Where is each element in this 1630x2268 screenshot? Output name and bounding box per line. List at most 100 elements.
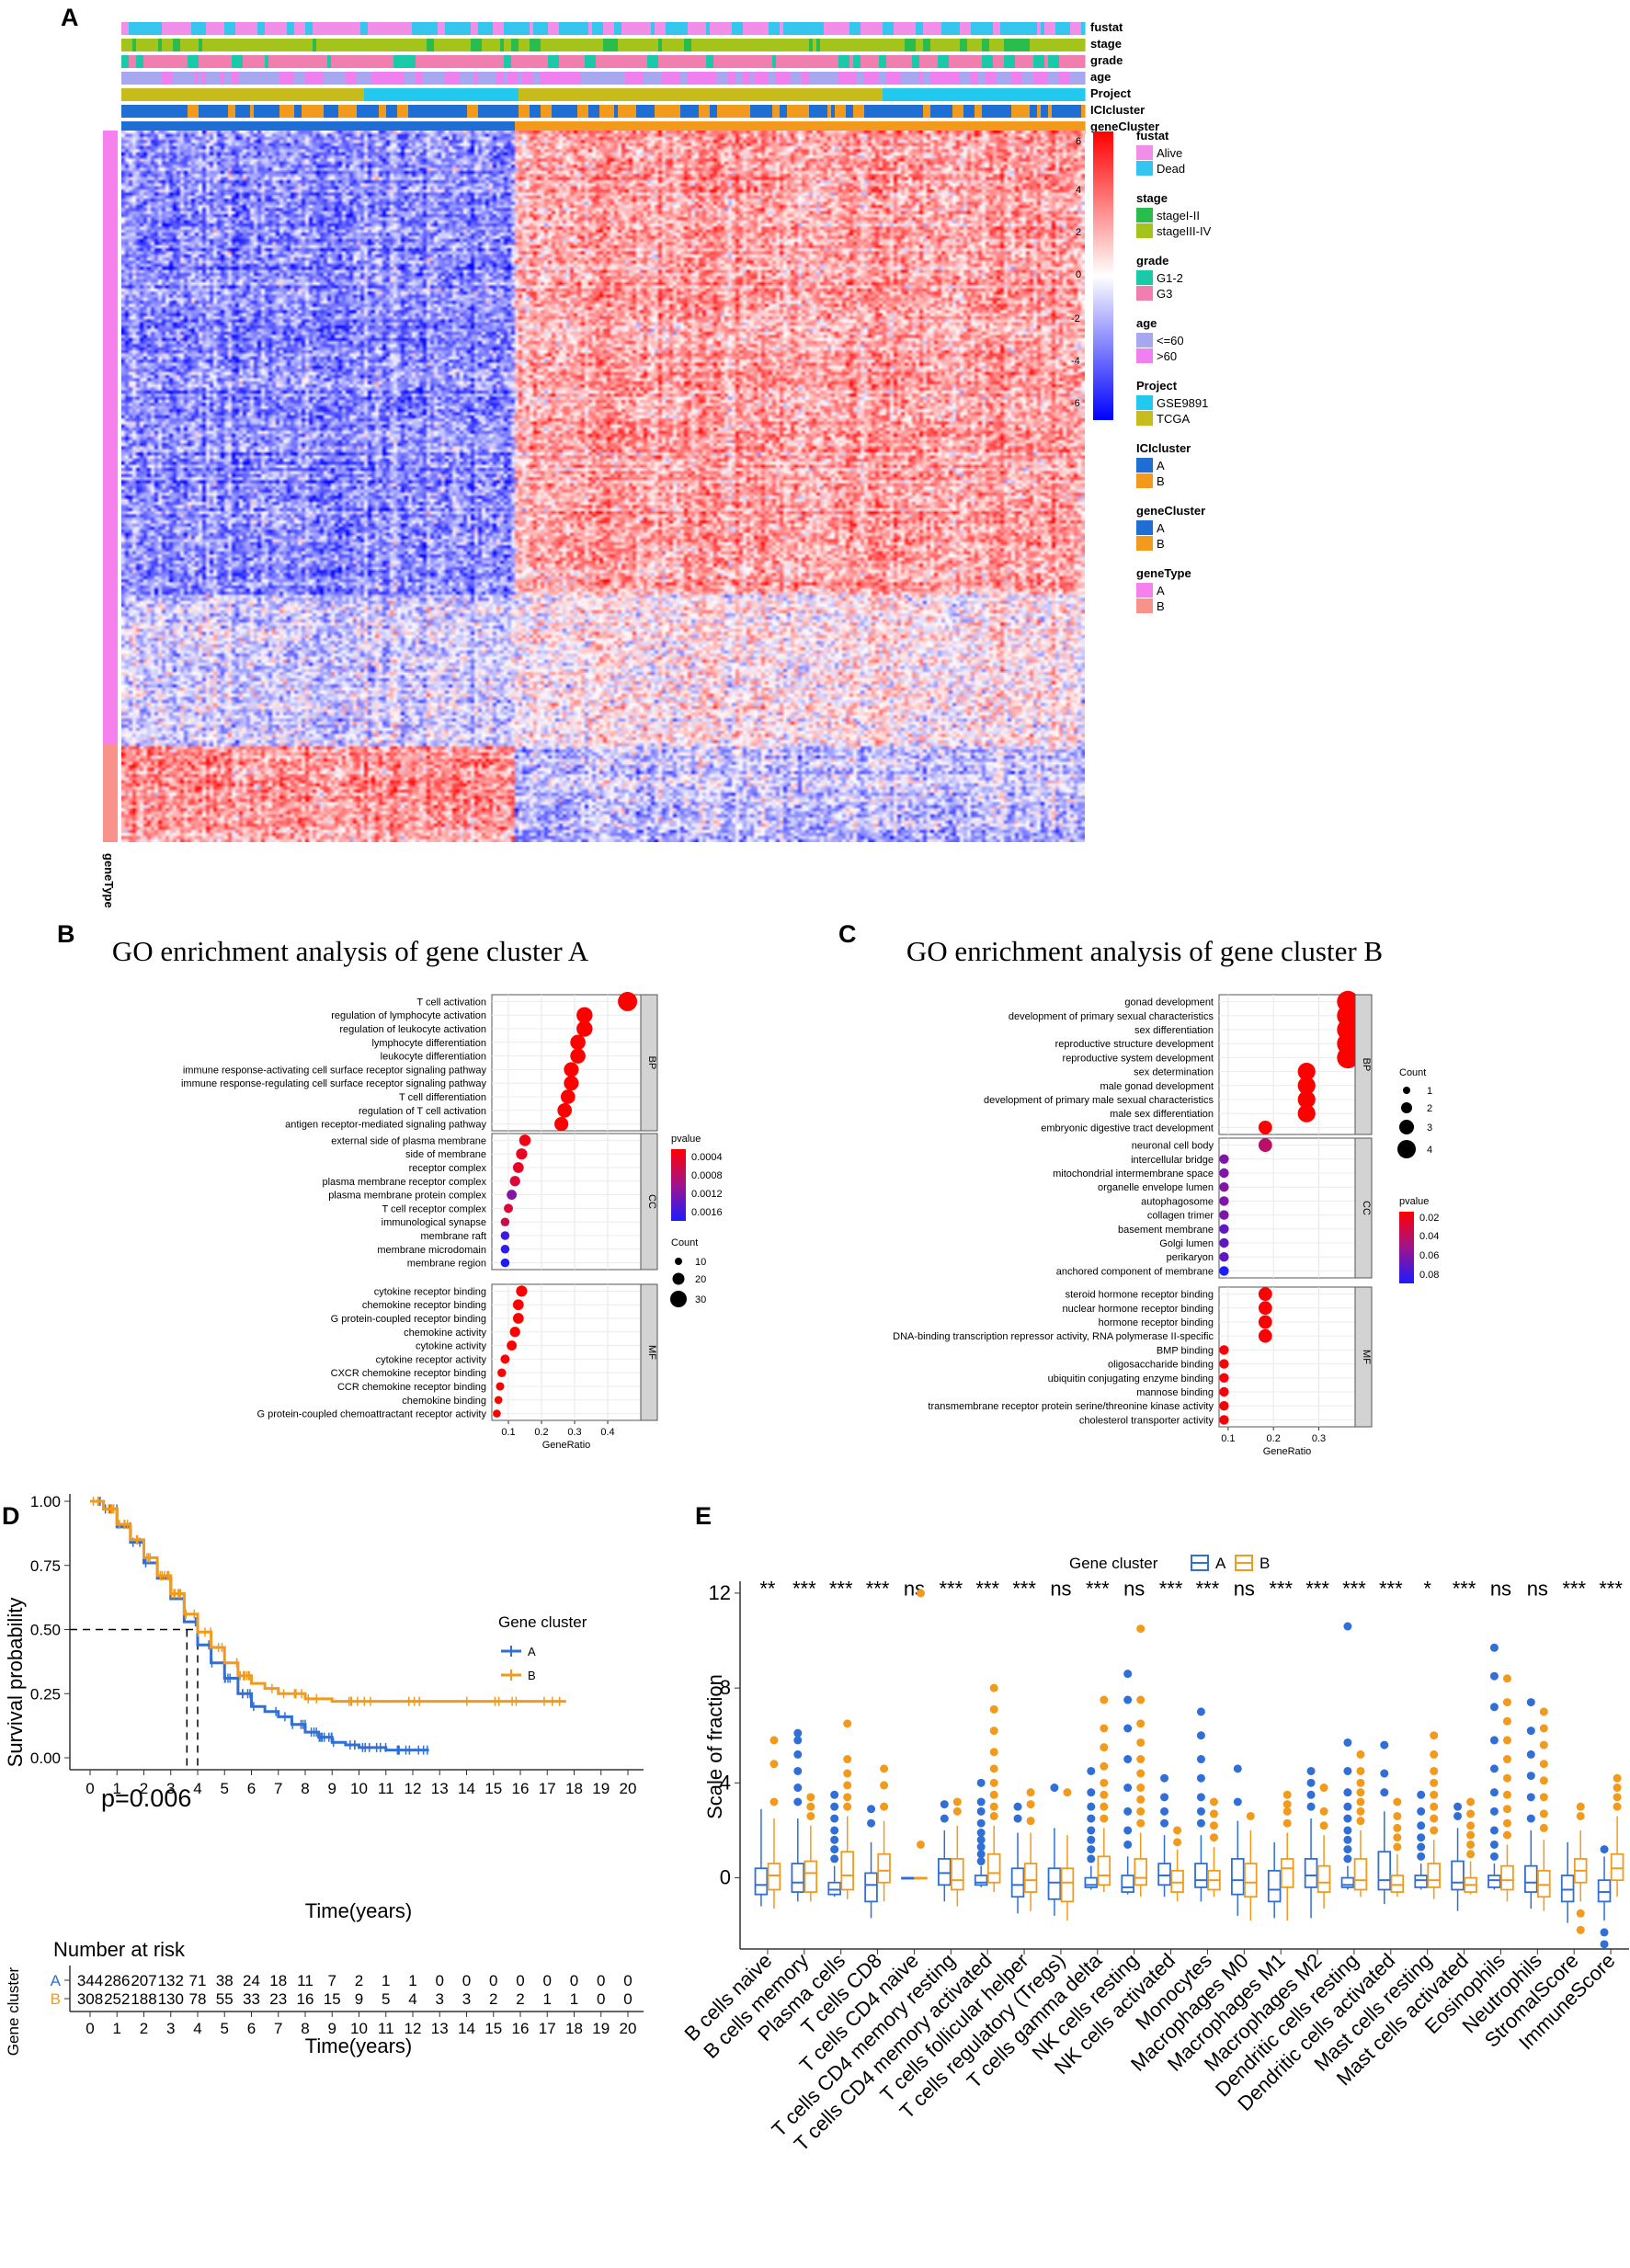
risk-xtick-label: 16	[512, 2020, 530, 2037]
annotation-cell-fustat	[754, 22, 758, 35]
annotation-cell-genecluster	[360, 121, 365, 134]
annotation-cell-project	[916, 88, 920, 101]
annotation-cell-project	[346, 88, 350, 101]
box-rect-a	[1047, 1867, 1062, 1900]
annotation-cell-grade	[1066, 55, 1078, 68]
annotation-cell-project	[405, 88, 409, 101]
annotation-cell-project	[1026, 88, 1031, 101]
annotation-cell-stage	[463, 39, 472, 51]
annotation-cell-fustat	[614, 22, 622, 35]
annotation-cell-genecluster	[232, 121, 236, 134]
annotation-cell-grade	[382, 55, 394, 68]
annotation-cell-project	[662, 88, 667, 101]
annotation-cell-grade	[621, 55, 633, 68]
go-dot	[1337, 1046, 1359, 1069]
gene-type-bar-b	[103, 745, 118, 842]
annotation-cell-grade	[897, 55, 906, 68]
go-a-count-tick: 10	[695, 1257, 706, 1268]
box-outlier	[1466, 1797, 1476, 1806]
annotation-cell-age	[702, 72, 714, 85]
annotation-cell-grade	[640, 55, 648, 68]
annotation-cell-age	[563, 72, 571, 85]
annotation-cell-stage	[816, 39, 821, 51]
annotation-cell-genecluster	[235, 121, 240, 134]
annotation-cell-genecluster	[747, 121, 751, 134]
annotation-cell-genecluster	[548, 121, 553, 134]
annotation-cell-project	[680, 88, 685, 101]
km-xtick-label: 13	[431, 1780, 449, 1797]
annotation-cell-genecluster	[184, 121, 188, 134]
annotation-cell-project	[831, 88, 836, 101]
annotation-cell-project	[180, 88, 185, 101]
box-outlier	[989, 1778, 998, 1787]
go-dot	[1219, 1401, 1229, 1411]
annotation-cell-genecluster	[644, 121, 648, 134]
annotation-cell-stage	[710, 39, 718, 51]
annotation-cell-grade	[735, 55, 744, 68]
go-a-count-tick: 30	[695, 1294, 706, 1305]
annotation-cell-icicluster	[636, 105, 644, 118]
legend-swatch	[1136, 473, 1153, 488]
annotation-cell-icicluster	[210, 105, 218, 118]
annotation-cell-project	[592, 88, 597, 101]
annotation-cell-fustat	[1059, 22, 1071, 35]
annotation-cell-genecluster	[673, 121, 678, 134]
box-plot-area	[740, 1581, 1629, 1949]
go-dot	[1219, 1345, 1229, 1355]
box-outlier	[1160, 1818, 1169, 1828]
box-rect-b	[1060, 1867, 1075, 1903]
annotation-cell-grade	[963, 55, 968, 68]
annotation-cell-genecluster	[279, 121, 284, 134]
annotation-cell-project	[338, 88, 343, 101]
annotation-cell-icicluster	[975, 105, 983, 118]
annotation-cell-age	[338, 72, 347, 85]
annotation-cell-grade	[1022, 55, 1027, 68]
annotation-cell-age	[886, 72, 895, 85]
box-outlier	[1209, 1833, 1218, 1842]
risk-xtick-label: 1	[113, 2020, 121, 2037]
annotation-cell-genecluster	[861, 121, 865, 134]
box-significance: ***	[866, 1577, 890, 1600]
go-dot	[493, 1409, 501, 1418]
annotation-cell-fustat	[783, 22, 792, 35]
go-a-count-key	[670, 1291, 687, 1307]
go-term-label: intercellular bridge	[1131, 1155, 1214, 1166]
annotation-cell-genecluster	[695, 121, 700, 134]
annotation-cell-stage	[1041, 39, 1045, 51]
annotation-cell-icicluster	[930, 105, 942, 118]
annotation-cell-project	[772, 88, 777, 101]
annotation-cell-grade	[1026, 55, 1034, 68]
annotation-cell-genecluster	[769, 121, 773, 134]
box-outlier	[1087, 1826, 1096, 1835]
box-outlier	[1136, 1719, 1146, 1728]
annotation-cell-project	[710, 88, 714, 101]
annotation-cell-genecluster	[728, 121, 733, 134]
annotation-cell-project	[375, 88, 380, 101]
annotation-cell-grade	[1015, 55, 1023, 68]
box-outlier	[1160, 1793, 1169, 1802]
box-outlier	[1136, 1755, 1146, 1764]
annotation-cell-genecluster	[427, 121, 431, 134]
annotation-cell-grade	[1044, 55, 1049, 68]
annotation-cell-age	[879, 72, 887, 85]
annotation-cell-project	[1041, 88, 1045, 101]
go-term-label: immune response-regulating cell surface …	[181, 1078, 487, 1089]
annotation-cell-fustat	[596, 22, 604, 35]
box-outlier	[1539, 1760, 1548, 1769]
annotation-cell-project	[886, 88, 891, 101]
box-outlier	[1466, 1840, 1476, 1849]
annotation-cell-fustat	[802, 22, 814, 35]
box-rect-b	[1134, 1858, 1147, 1886]
km-xtick-label: 3	[166, 1780, 175, 1797]
annotation-cell-genecluster	[585, 121, 589, 134]
go-b-count-tick: 2	[1427, 1103, 1432, 1114]
annotation-cell-icicluster	[254, 105, 266, 118]
go-a-pvalue-tick: 0.0008	[691, 1170, 723, 1181]
box-outlier	[1526, 1727, 1535, 1736]
box-outlier	[806, 1802, 815, 1811]
annotation-cell-grade	[530, 55, 534, 68]
annotation-cell-project	[298, 88, 302, 101]
km-ytick-label: 0.50	[30, 1622, 61, 1639]
annotation-cell-project	[541, 88, 545, 101]
annotation-cell-project	[136, 88, 141, 101]
